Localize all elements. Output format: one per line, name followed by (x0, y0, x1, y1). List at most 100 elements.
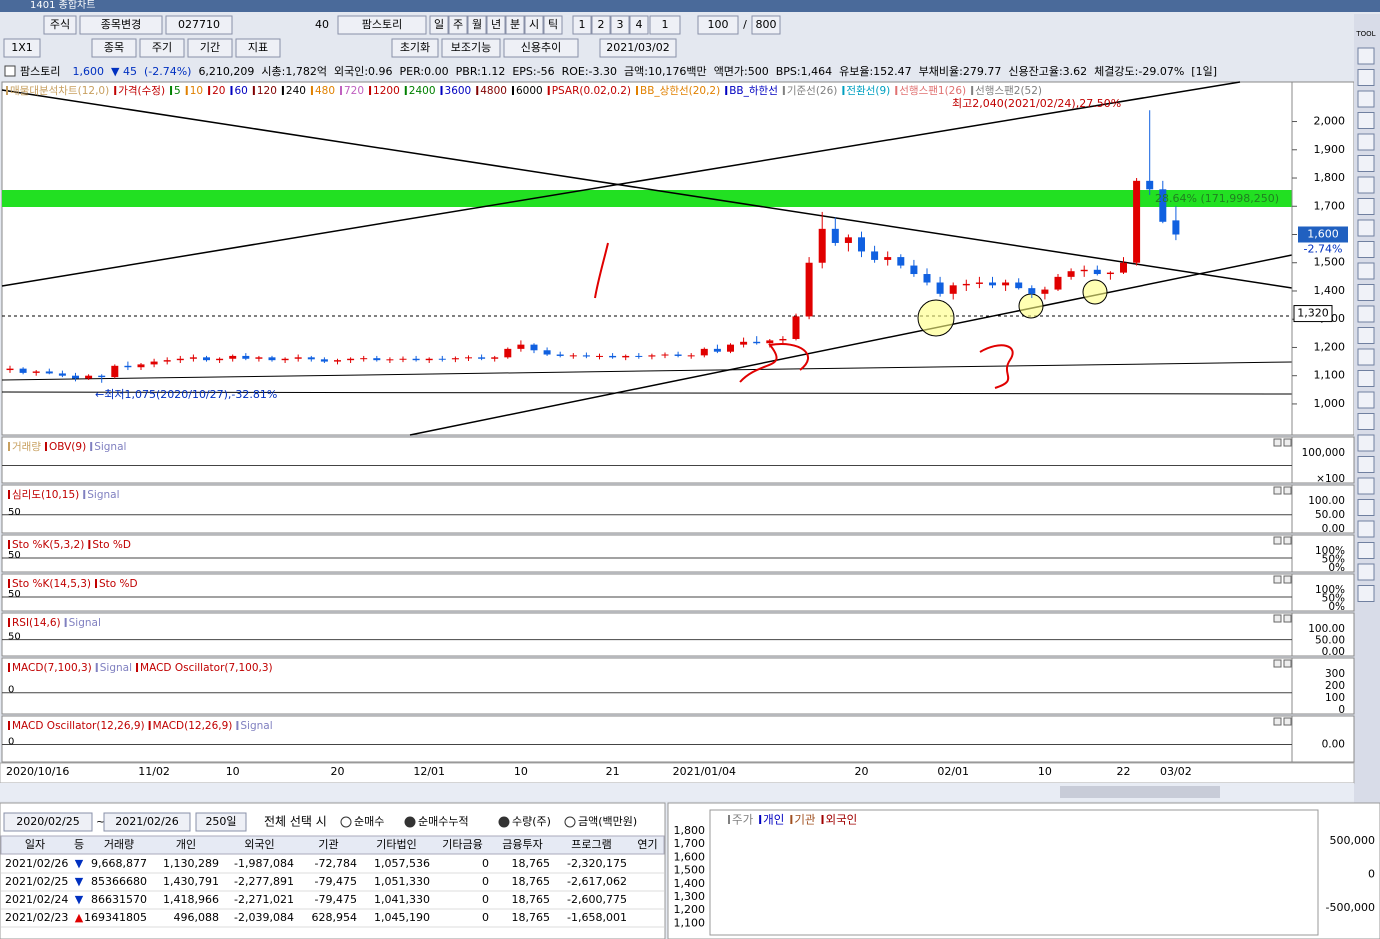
period-button[interactable]: 년 (491, 18, 501, 31)
toolbar-item[interactable]: 기간 (200, 41, 220, 54)
tool-icon[interactable] (1357, 284, 1375, 301)
count-input[interactable]: 100 (708, 18, 729, 31)
period-button[interactable]: 분 (510, 18, 520, 31)
to-date[interactable]: 2021/02/26 (115, 815, 178, 828)
radio[interactable] (404, 816, 416, 828)
panel-button[interactable] (1283, 614, 1292, 623)
tool-icon[interactable] (1357, 155, 1375, 172)
tool-icon[interactable] (1357, 370, 1375, 387)
toolbar-button[interactable]: 초기화 (400, 41, 430, 54)
toolbar-button-box[interactable] (503, 38, 579, 58)
period-button-box[interactable] (486, 15, 506, 35)
period-button[interactable]: 틱 (548, 18, 558, 31)
date-input[interactable]: 2021/03/02 (606, 41, 669, 54)
number-button[interactable]: 2 (598, 18, 605, 31)
name-input-box[interactable] (337, 15, 427, 35)
period-button-box[interactable] (505, 15, 525, 35)
radio-label[interactable]: 순매수누적 (418, 815, 469, 828)
panel-button[interactable] (1283, 659, 1292, 668)
tool-icon[interactable] (1357, 434, 1375, 452)
radio[interactable] (340, 816, 352, 828)
tool-icon[interactable] (1357, 133, 1375, 151)
tool-icon[interactable] (1357, 327, 1375, 344)
toolbar-button[interactable]: 보조기능 (451, 41, 491, 54)
code-input-box[interactable] (165, 15, 233, 35)
tool-icon[interactable] (1357, 456, 1375, 473)
tool-icon[interactable] (1357, 563, 1375, 581)
toolbar-item[interactable]: 지표 (248, 41, 268, 54)
from-date[interactable]: 2020/02/25 (16, 815, 79, 828)
days-select[interactable]: 250일 (205, 814, 236, 828)
tool-icon[interactable] (1357, 542, 1375, 559)
tool-icon[interactable] (1357, 47, 1375, 65)
unit-select-box[interactable] (649, 15, 681, 35)
toolbar-item[interactable]: 1X1 (11, 41, 33, 54)
from-date-box[interactable] (3, 812, 93, 832)
panel-button[interactable] (1273, 536, 1282, 545)
tool-icon[interactable] (1357, 305, 1375, 323)
panel-button[interactable] (1283, 486, 1292, 495)
number-button-box[interactable] (629, 15, 649, 35)
toolbar-item-box[interactable] (139, 38, 185, 58)
toolbar-button-box[interactable] (441, 38, 501, 58)
market-select-box[interactable] (43, 15, 77, 35)
panel-button[interactable] (1273, 575, 1282, 584)
period-button-box[interactable] (429, 15, 449, 35)
radio-label[interactable]: 순매수 (354, 815, 384, 828)
tool-icon[interactable] (1357, 69, 1375, 86)
number-button[interactable]: 4 (636, 18, 643, 31)
tool-icon[interactable] (1357, 348, 1375, 366)
days-select-box[interactable] (195, 812, 247, 832)
date-input-box[interactable] (599, 38, 677, 58)
count-input-box[interactable] (697, 15, 739, 35)
panel-button[interactable] (1273, 717, 1282, 726)
toolbar-item[interactable]: 종목 (104, 41, 124, 54)
panel-button[interactable] (1273, 486, 1282, 495)
toolbar-item-box[interactable] (187, 38, 233, 58)
tool-icon[interactable] (1357, 499, 1375, 516)
panel-button[interactable] (1283, 536, 1292, 545)
panel-button[interactable] (1283, 717, 1292, 726)
max-input-box[interactable] (751, 15, 781, 35)
tool-icon[interactable] (1357, 241, 1375, 258)
panel-button[interactable] (1283, 438, 1292, 447)
toolbar-button-box[interactable] (391, 38, 439, 58)
tool-icon[interactable] (1357, 520, 1375, 538)
name-input[interactable]: 팜스토리 (362, 18, 402, 31)
tool-icon[interactable] (1357, 262, 1375, 280)
number-button-box[interactable] (572, 15, 592, 35)
tool-icon[interactable] (1357, 585, 1375, 602)
panel-button[interactable] (1273, 659, 1282, 668)
to-date-box[interactable] (103, 812, 191, 832)
tool-icon[interactable] (1357, 198, 1375, 215)
tool-icon[interactable] (1357, 391, 1375, 409)
market-select[interactable]: 주식 (50, 18, 70, 31)
period-button-box[interactable] (524, 15, 544, 35)
change-button-box[interactable] (79, 15, 163, 35)
max-input[interactable]: 800 (756, 18, 777, 31)
period-button-box[interactable] (467, 15, 487, 35)
tool-icon[interactable] (1357, 219, 1375, 237)
period-button-box[interactable] (543, 15, 563, 35)
number-button[interactable]: 3 (617, 18, 624, 31)
radio-label[interactable]: 수량(주) (512, 815, 551, 828)
toolbar-button[interactable]: 신용추이 (521, 41, 561, 54)
radio[interactable] (498, 816, 510, 828)
code-input[interactable]: 027710 (178, 18, 220, 31)
toolbar-item[interactable]: 주기 (152, 41, 172, 54)
tool-icon[interactable] (1357, 176, 1375, 194)
radio-label[interactable]: 금액(백만원) (578, 815, 637, 828)
scroll-thumb[interactable] (1060, 786, 1220, 798)
unit-select[interactable]: 1 (662, 18, 669, 31)
panel-button[interactable] (1273, 614, 1282, 623)
toolbar-item-box[interactable] (235, 38, 281, 58)
period-button[interactable]: 시 (529, 18, 539, 31)
tool-icon[interactable] (1357, 90, 1375, 108)
period-button[interactable]: 일 (434, 17, 444, 31)
number-button-box[interactable] (610, 15, 630, 35)
tool-icon[interactable] (1357, 413, 1375, 430)
info-check[interactable] (4, 65, 16, 77)
toolbar-item-box[interactable] (3, 38, 41, 58)
period-button[interactable]: 주 (453, 18, 463, 31)
toolbar-item-box[interactable] (91, 38, 137, 58)
